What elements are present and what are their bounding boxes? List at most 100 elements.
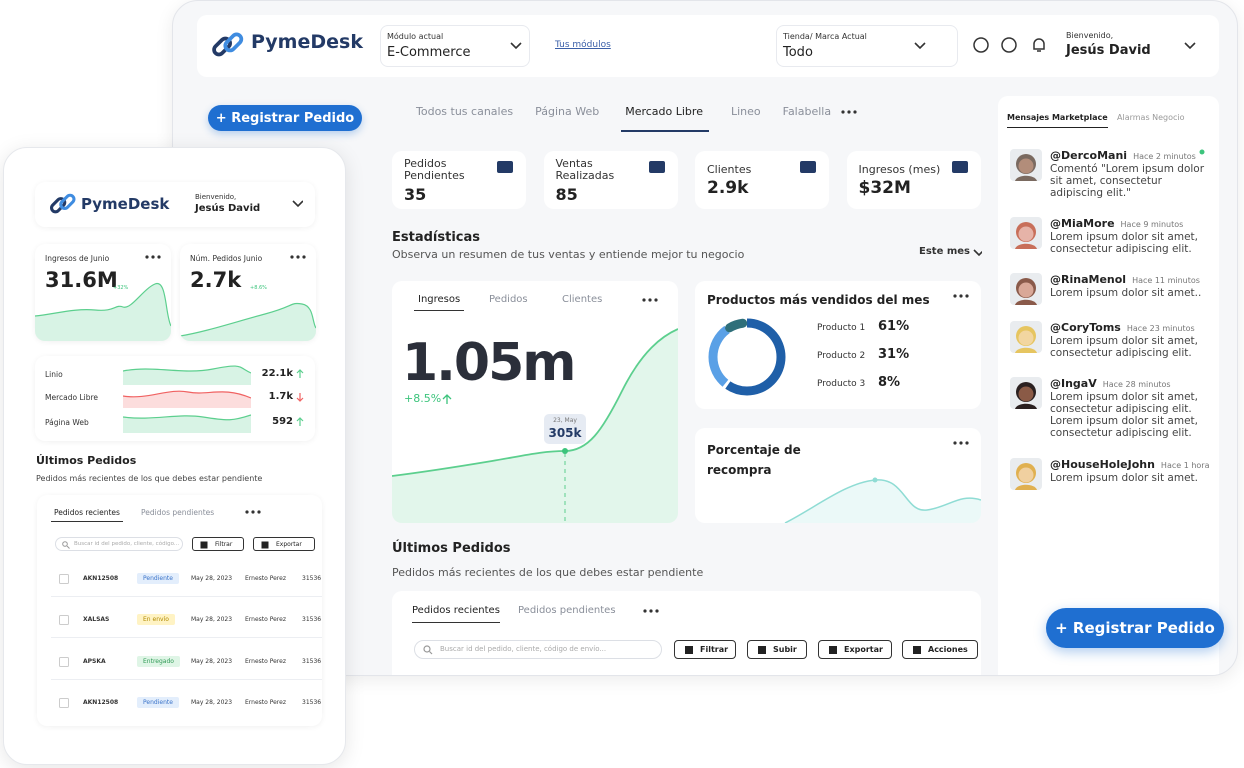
message-user[interactable]: @DercoMani (1050, 149, 1128, 162)
product-name: Producto 2 (817, 351, 866, 361)
shoulders (1015, 175, 1037, 181)
channel-sparkline (123, 390, 251, 408)
trend-arrow (296, 393, 304, 402)
channels-card: Linio 22.1k Mercado Libre 1.7k Página Web 592 (35, 356, 315, 441)
product-share: 31% (878, 347, 910, 362)
message-item: @MiaMore Hace 9 minutos Lorem ipsum dolor … (998, 217, 1219, 277)
area-fill (392, 329, 678, 523)
message-user[interactable]: @HouseHoleJohn (1050, 458, 1155, 471)
channel-tab[interactable]: Lineo (730, 105, 761, 118)
chart-tab[interactable]: Pedidos (489, 294, 528, 305)
rect (648, 161, 665, 173)
message-text: Lorem ipsum dolor sit amet, consectetur … (1050, 335, 1198, 359)
channel-sparkline (123, 365, 251, 385)
action-label: Exportar (844, 645, 883, 654)
avatar (1010, 149, 1042, 181)
donut-segment (708, 318, 786, 396)
action-button[interactable]: Acciones (902, 640, 978, 659)
orders-tab[interactable]: Pedidos pendientes (518, 605, 616, 616)
more-menu (642, 298, 658, 302)
face (1018, 467, 1034, 483)
kpi-change: +32% (113, 285, 129, 291)
modules-link[interactable]: Tus módulos (555, 40, 611, 50)
channel-tab[interactable]: Falabella (782, 105, 832, 118)
period-selector[interactable]: Este mes (919, 246, 970, 257)
path (510, 42, 522, 50)
channel-tab[interactable]: Página Web (535, 105, 600, 118)
order-date: May 28, 2023 (191, 616, 233, 623)
action-button[interactable]: Filtrar (192, 537, 244, 551)
row-divider (51, 679, 322, 680)
search-input[interactable]: Buscar id del pedido, cliente, código de… (414, 640, 662, 659)
message-item: @CoryToms Hace 23 minutos Lorem ipsum dolo… (998, 321, 1219, 381)
dot (251, 510, 255, 514)
order-code: 31536 (302, 658, 322, 665)
repurchase-card: Porcentaje de recompra (695, 428, 981, 523)
rect (685, 646, 693, 654)
action-button[interactable]: Subir (747, 640, 807, 659)
hover-point (562, 448, 568, 454)
kpi-icon (800, 161, 816, 173)
shoulders (1015, 347, 1037, 353)
order-code: 31536 (302, 699, 322, 706)
module-label: Módulo actual (387, 32, 444, 41)
floating-register-button[interactable]: + Registrar Pedido (1046, 608, 1224, 648)
message-user[interactable]: @RinaMenol (1050, 273, 1127, 286)
orders-tab[interactable]: Pedidos pendientes (141, 508, 215, 517)
messages-tab[interactable]: Mensajes Marketplace (1007, 113, 1108, 128)
message-user[interactable]: @MiaMore (1050, 217, 1115, 230)
wave-line (784, 479, 981, 523)
channel-tab[interactable]: Todos tus canales (416, 105, 514, 118)
welcome-label: Bienvenido, (1066, 31, 1114, 40)
product-share: 8% (878, 375, 901, 390)
kpi-card: Núm. Pedidos Junio 2.7k +8.6% (180, 244, 316, 341)
action-button[interactable]: Filtrar (674, 640, 736, 659)
kpi-icon (951, 161, 968, 173)
chart-tab[interactable]: Clientes (562, 294, 603, 305)
store-label: Tienda/ Marca Actual (783, 32, 867, 41)
store-selector[interactable]: Tienda/ Marca Actual Todo (776, 25, 958, 67)
orders-subtitle: Pedidos más recientes de los que debes e… (36, 474, 263, 483)
chart-tab[interactable]: Ingresos (414, 294, 465, 311)
logo-icon (50, 193, 76, 214)
help-icon (1001, 37, 1017, 53)
channel-tab[interactable]: Mercado Libre (621, 105, 709, 132)
search-input[interactable]: Buscar id del pedido, cliente, código... (55, 537, 183, 551)
area-fill (180, 303, 316, 341)
order-id: AKN12508 (83, 575, 119, 582)
action-icon (200, 541, 208, 549)
register-order-button[interactable]: + Registrar Pedido (208, 105, 362, 131)
action-button[interactable]: Exportar (253, 537, 315, 551)
dot (290, 255, 294, 259)
action-label: Filtrar (215, 541, 233, 548)
order-date: May 28, 2023 (191, 699, 233, 706)
kpi-change: +8.6% (250, 285, 267, 291)
path (296, 417, 304, 426)
rect (200, 541, 208, 549)
face (1018, 386, 1034, 402)
kpi-card: Ingresos de Junio 31.6M +32% (35, 244, 171, 341)
messages-tab[interactable]: Alarmas Negocio (1117, 113, 1185, 122)
message-text: Lorem ipsum dolor sit amet, consectetur … (1050, 231, 1198, 255)
rect (59, 193, 76, 210)
rect (261, 541, 269, 549)
orders-tab[interactable]: Pedidos recientes (412, 605, 500, 623)
avatar (1010, 273, 1042, 305)
header: PymeDesk Módulo actual E-Commerce Tus módul… (197, 15, 1219, 77)
message-user[interactable]: @IngaV (1050, 377, 1097, 390)
action-button[interactable]: Exportar (818, 640, 892, 659)
kpi-card: Pedidos Pendientes 35 (392, 151, 526, 209)
stats-title: Estadísticas (392, 230, 480, 245)
channel-value: 592 (272, 416, 293, 427)
rect (59, 615, 69, 625)
message-user[interactable]: @CoryToms (1050, 321, 1121, 334)
revenue-change: +8.5% (404, 392, 442, 405)
dot (965, 294, 969, 298)
rect (758, 646, 766, 654)
rect (951, 161, 968, 173)
orders-tab[interactable]: Pedidos recientes (51, 508, 123, 522)
message-header: @IngaV Hace 28 minutos (1050, 377, 1171, 390)
module-selector[interactable]: Módulo actual E-Commerce (380, 25, 530, 67)
order-status: En envío (137, 614, 175, 625)
face (1018, 226, 1034, 242)
